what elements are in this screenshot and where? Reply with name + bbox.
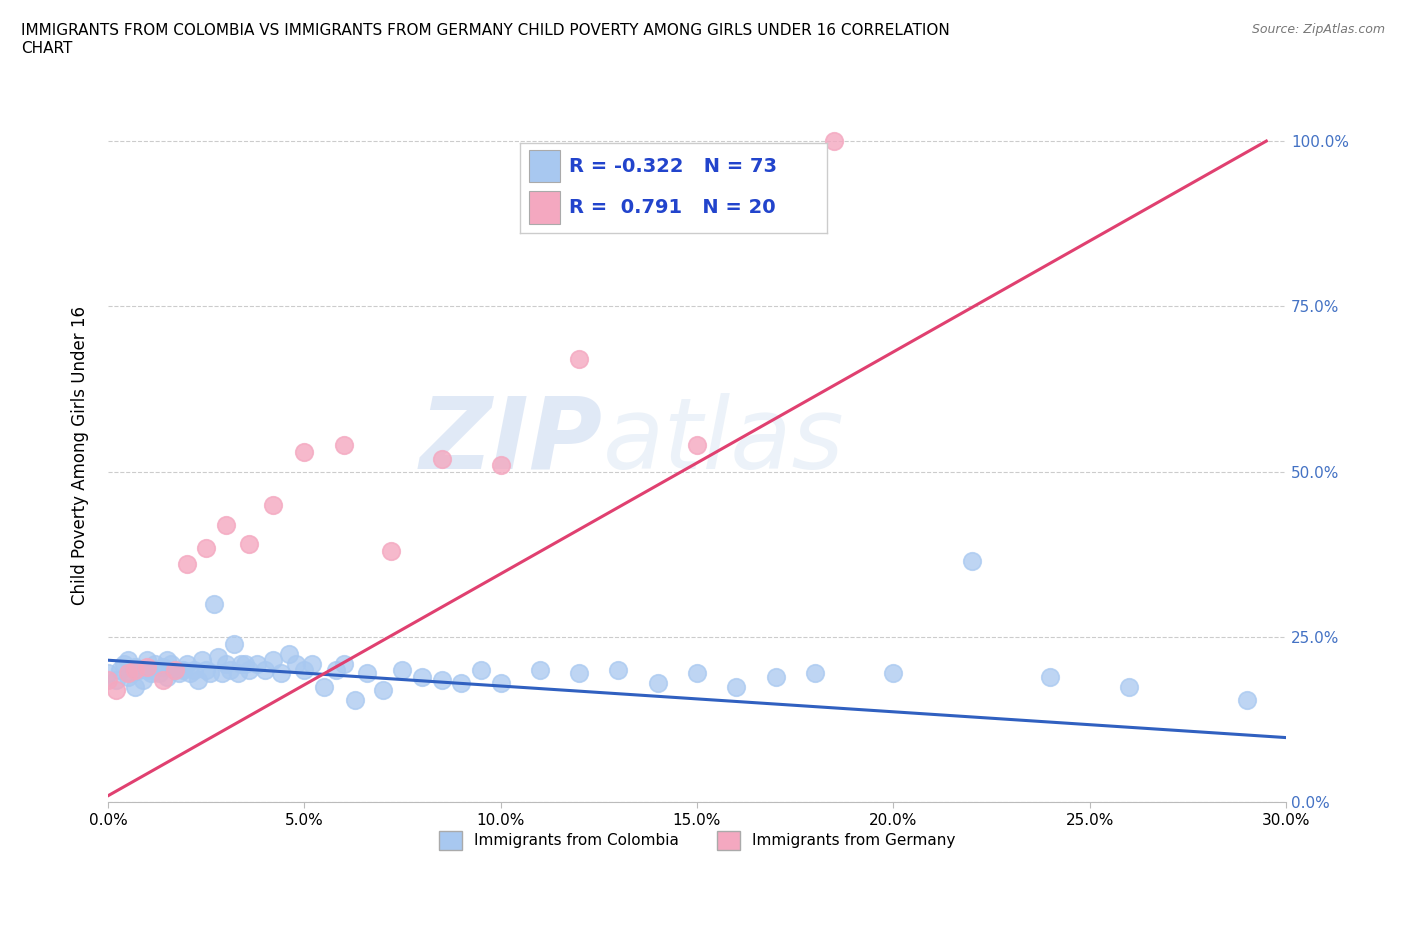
Point xyxy=(231,656,253,671)
Point xyxy=(148,666,170,681)
Point xyxy=(882,666,904,681)
Point xyxy=(128,663,150,678)
Point xyxy=(301,656,323,671)
Point xyxy=(156,653,179,668)
Point xyxy=(97,666,120,681)
Point xyxy=(489,458,512,472)
Point xyxy=(176,656,198,671)
Point xyxy=(124,659,146,674)
Point xyxy=(163,663,186,678)
Point xyxy=(430,672,453,687)
Text: IMMIGRANTS FROM COLOMBIA VS IMMIGRANTS FROM GERMANY CHILD POVERTY AMONG GIRLS UN: IMMIGRANTS FROM COLOMBIA VS IMMIGRANTS F… xyxy=(21,23,950,56)
Point xyxy=(108,663,131,678)
Point xyxy=(725,679,748,694)
Point xyxy=(765,670,787,684)
Point xyxy=(686,666,709,681)
Legend: Immigrants from Colombia, Immigrants from Germany: Immigrants from Colombia, Immigrants fro… xyxy=(432,823,963,857)
Point xyxy=(136,659,159,674)
Point xyxy=(960,553,983,568)
Point xyxy=(211,666,233,681)
Point xyxy=(529,663,551,678)
Point xyxy=(285,656,308,671)
Point xyxy=(124,663,146,678)
Point xyxy=(262,653,284,668)
Point xyxy=(187,672,209,687)
Point xyxy=(141,666,163,681)
Point xyxy=(823,134,845,149)
Point xyxy=(121,666,143,681)
Point xyxy=(356,666,378,681)
Point xyxy=(292,663,315,678)
Point xyxy=(246,656,269,671)
Point xyxy=(262,498,284,512)
Point xyxy=(198,666,221,681)
Point xyxy=(686,438,709,453)
Point xyxy=(803,666,825,681)
Point xyxy=(202,596,225,611)
Text: atlas: atlas xyxy=(603,392,845,490)
Point xyxy=(235,656,257,671)
Text: ZIP: ZIP xyxy=(420,392,603,490)
Point xyxy=(344,693,367,708)
Point xyxy=(411,670,433,684)
Point xyxy=(195,663,218,678)
Point xyxy=(450,676,472,691)
Point xyxy=(470,663,492,678)
Point xyxy=(332,438,354,453)
Y-axis label: Child Poverty Among Girls Under 16: Child Poverty Among Girls Under 16 xyxy=(72,306,89,604)
Point xyxy=(277,646,299,661)
Point xyxy=(1118,679,1140,694)
Point xyxy=(238,537,260,551)
Point xyxy=(371,683,394,698)
Point xyxy=(292,445,315,459)
Point xyxy=(254,663,277,678)
Point xyxy=(607,663,630,678)
Point xyxy=(1039,670,1062,684)
Point xyxy=(568,666,591,681)
Point xyxy=(1236,693,1258,708)
Point xyxy=(159,656,181,671)
Point xyxy=(218,663,240,678)
Point xyxy=(132,672,155,687)
Point xyxy=(104,683,127,698)
Point xyxy=(207,649,229,664)
Point xyxy=(380,544,402,559)
Point xyxy=(568,352,591,366)
Point xyxy=(195,540,218,555)
Point xyxy=(183,663,205,678)
Point xyxy=(152,659,174,674)
Point xyxy=(104,672,127,687)
Point xyxy=(222,636,245,651)
Point xyxy=(117,653,139,668)
Point xyxy=(215,517,238,532)
Point xyxy=(179,666,201,681)
Point xyxy=(430,451,453,466)
Point xyxy=(117,666,139,681)
Point xyxy=(191,653,214,668)
Point xyxy=(391,663,413,678)
Point xyxy=(270,666,292,681)
Point xyxy=(489,676,512,691)
Point xyxy=(163,663,186,678)
Point xyxy=(124,679,146,694)
Point xyxy=(226,666,249,681)
Point xyxy=(136,663,159,678)
Point xyxy=(238,663,260,678)
Point xyxy=(156,670,179,684)
Point xyxy=(176,557,198,572)
Point xyxy=(325,663,347,678)
Point xyxy=(152,672,174,687)
Point xyxy=(172,663,194,678)
Point xyxy=(312,679,335,694)
Point xyxy=(332,656,354,671)
Point xyxy=(143,656,166,671)
Point xyxy=(112,656,135,671)
Point xyxy=(117,670,139,684)
Point xyxy=(97,672,120,687)
Point xyxy=(167,666,190,681)
Text: Source: ZipAtlas.com: Source: ZipAtlas.com xyxy=(1251,23,1385,36)
Point xyxy=(215,656,238,671)
Point xyxy=(647,676,669,691)
Point xyxy=(136,653,159,668)
